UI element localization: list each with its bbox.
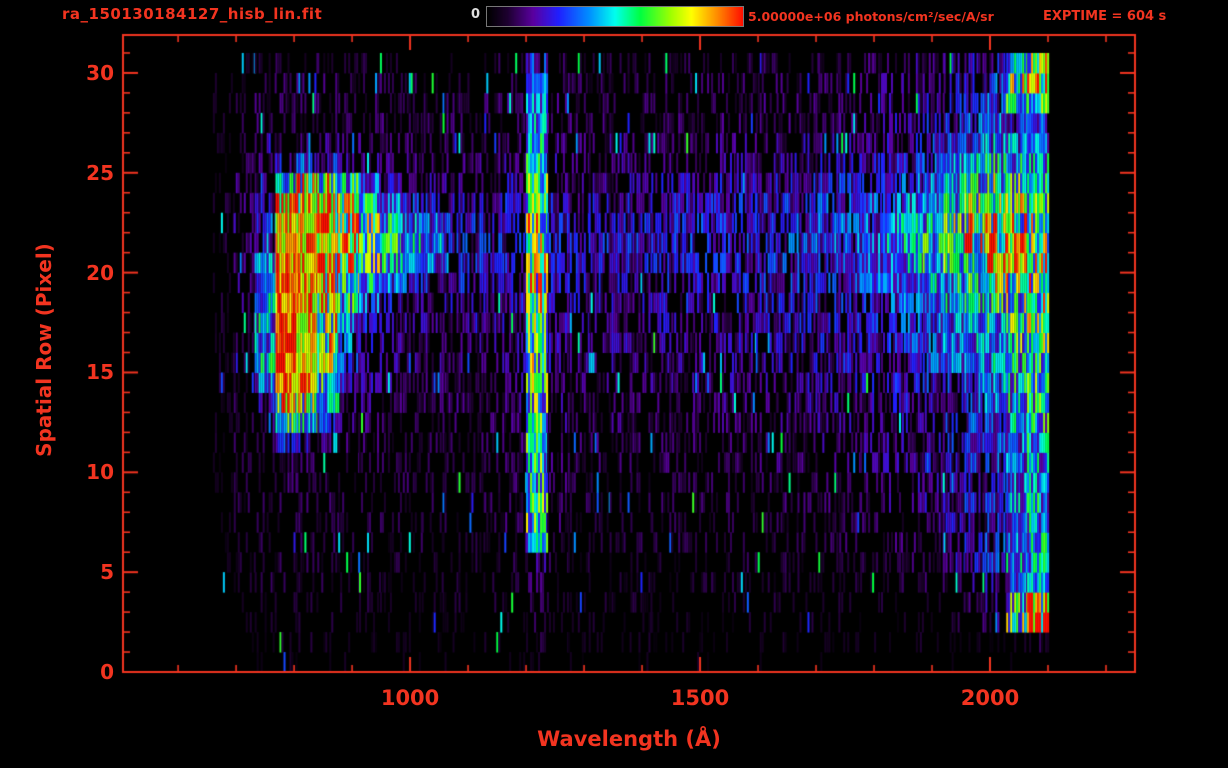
y-tick-label: 5: [100, 560, 114, 585]
x-tick-label: 2000: [960, 686, 1020, 710]
y-axis-title: Spatial Row (Pixel): [32, 243, 56, 457]
y-tick-label: 15: [86, 360, 114, 385]
x-axis-title: Wavelength (Å): [537, 727, 721, 751]
x-tick-label: 1500: [670, 686, 730, 710]
colorbar-gradient: [486, 6, 744, 27]
x-tick-label: 1000: [380, 686, 440, 710]
colorbar-min-label: 0: [470, 7, 480, 22]
y-tick-label: 0: [100, 660, 114, 684]
y-tick-label: 25: [86, 160, 114, 185]
y-tick-label: 10: [86, 460, 114, 485]
y-tick-label: 20: [86, 260, 114, 285]
filename-label: ra_150130184127_hisb_lin.fit: [62, 5, 323, 23]
exptime-label: EXPTIME = 604 s: [1043, 9, 1167, 24]
colorbar-max-label: 5.00000e+06 photons/cm²/sec/A/sr: [748, 9, 994, 24]
y-tick-label: 30: [86, 60, 114, 85]
